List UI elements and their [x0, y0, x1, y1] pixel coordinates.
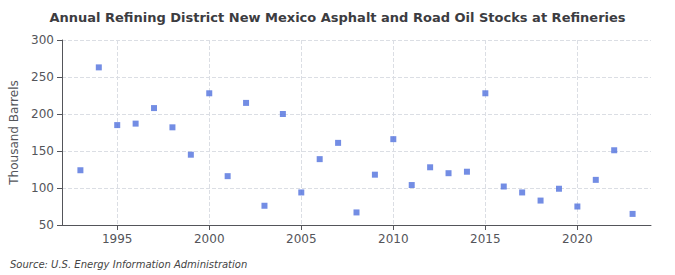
svg-text:250: 250: [31, 70, 54, 84]
svg-text:150: 150: [31, 144, 54, 158]
svg-text:50: 50: [39, 218, 54, 232]
svg-text:100: 100: [31, 181, 54, 195]
svg-text:2005: 2005: [286, 232, 317, 246]
svg-text:200: 200: [31, 107, 54, 121]
svg-text:2015: 2015: [470, 232, 501, 246]
svg-text:2000: 2000: [194, 232, 225, 246]
svg-text:Thousand Barrels: Thousand Barrels: [7, 80, 21, 185]
svg-text:2020: 2020: [562, 232, 593, 246]
svg-text:Source: U.S. Energy Informatio: Source: U.S. Energy Information Administ…: [10, 259, 247, 270]
svg-text:Annual Refining District New M: Annual Refining District New Mexico Asph…: [49, 10, 625, 25]
svg-text:2010: 2010: [378, 232, 409, 246]
svg-text:300: 300: [31, 33, 54, 47]
svg-text:1995: 1995: [102, 232, 133, 246]
